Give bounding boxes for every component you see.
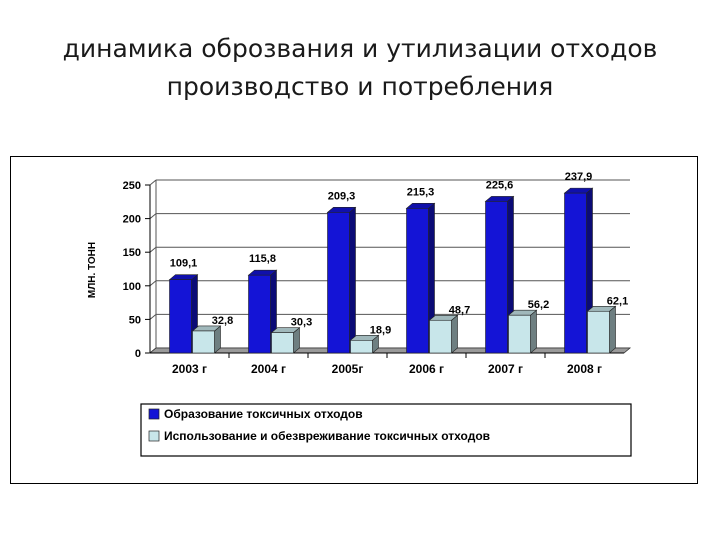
data-label: 109,1 (170, 258, 198, 270)
legend-label: Образование токсичных отходов (164, 407, 363, 421)
slide-title-line-1: динамика оброзвания и утилизации отходов (62, 34, 658, 63)
y-tick-label: 50 (129, 314, 141, 326)
gridline-depth (149, 213, 157, 219)
data-label: 48,7 (449, 304, 470, 316)
bar (191, 325, 222, 354)
bar-front (587, 310, 610, 354)
slide-title-line-2: производство и потребления (166, 72, 554, 101)
bar-side (530, 309, 537, 354)
data-label: 32,8 (212, 315, 233, 327)
bar-side (609, 305, 616, 354)
plot-floor (148, 347, 632, 354)
data-label: 62,1 (607, 295, 628, 307)
data-label: 115,8 (249, 253, 276, 265)
data-label: 237,9 (565, 171, 593, 183)
bar (484, 195, 515, 354)
x-tick-label: 2005г (332, 362, 364, 376)
data-label: 18,9 (370, 324, 391, 336)
bar-side (349, 206, 356, 354)
y-tick-label: 150 (123, 247, 141, 259)
bar (428, 314, 459, 354)
plot-wall (156, 180, 630, 348)
x-tick-label: 2006 г (409, 362, 444, 376)
legend-swatch (148, 408, 160, 420)
data-label: 30,3 (291, 317, 312, 329)
y-tick-label: 0 (135, 348, 141, 360)
bar-front (350, 339, 373, 354)
y-tick-label: 100 (123, 281, 141, 293)
bar (507, 309, 538, 354)
x-tick-label: 2008 г (567, 362, 602, 376)
bar-side (451, 314, 458, 354)
bar (586, 305, 617, 354)
gridline-depth (149, 280, 157, 287)
bar-front (327, 212, 350, 354)
legend: Образование токсичных отходов Использован… (140, 403, 632, 457)
y-tick-label: 200 (123, 214, 141, 226)
bar (270, 326, 301, 354)
bar (349, 334, 380, 354)
y-axis-label: МЛН. ТОНН (87, 242, 98, 298)
y-tick-label: 250 (123, 180, 141, 192)
gridline-depth (149, 179, 157, 186)
bar-front (406, 208, 429, 354)
bar (326, 206, 357, 354)
grid-lines (149, 179, 630, 354)
data-label: 56,2 (528, 299, 549, 311)
bar-front (271, 332, 294, 354)
x-tick-label: 2003 г (172, 362, 207, 376)
bar-front (429, 319, 452, 354)
slide-title: динамика оброзвания и утилизации отходов… (0, 30, 720, 106)
legend-swatch (148, 430, 160, 442)
bar-front (508, 314, 531, 354)
gridline-depth (149, 314, 157, 320)
gridline-depth (149, 246, 157, 253)
data-label: 215,3 (407, 186, 435, 198)
bar-front (248, 274, 271, 354)
data-labels: 109,1 32,8 115,8 30,3 209,3 18,9 215,3 48,7 225,… (170, 171, 628, 336)
bars (168, 187, 617, 354)
x-tick-label: 2007 г (488, 362, 523, 376)
x-tick-label: 2004 г (251, 362, 286, 376)
bar-front (485, 201, 508, 354)
bar (405, 202, 436, 354)
legend-label: Использование и обезвреживание токсичных… (164, 429, 490, 443)
bar-front (564, 192, 587, 354)
legend-box (140, 403, 632, 457)
data-label: 225,6 (486, 179, 514, 191)
data-label: 209,3 (328, 190, 356, 202)
bar-front (192, 330, 215, 354)
bar-front (169, 279, 192, 354)
